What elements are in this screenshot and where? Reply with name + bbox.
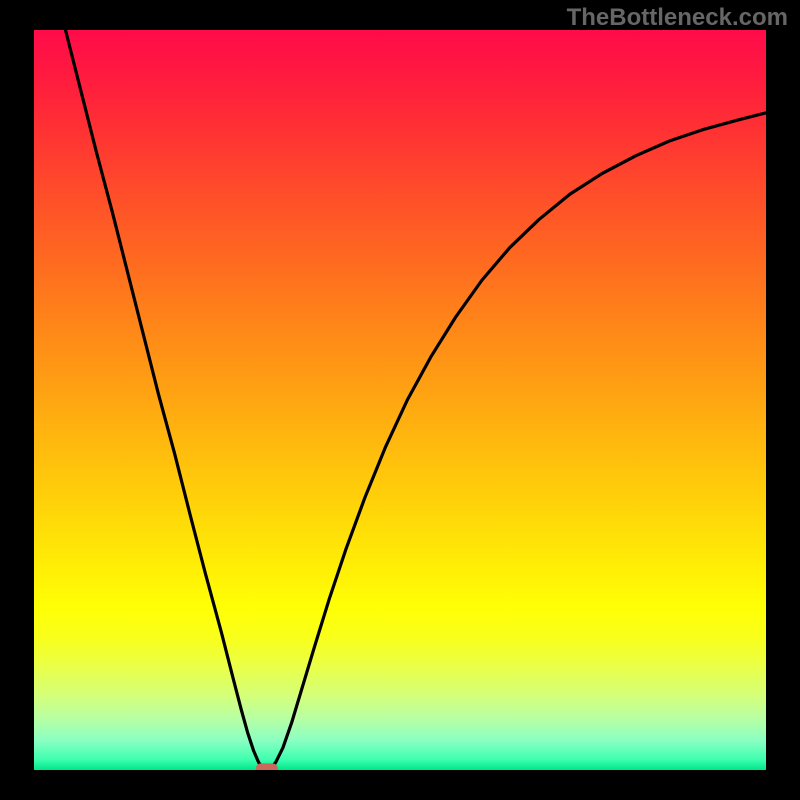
plot-background bbox=[34, 30, 766, 770]
optimal-point-marker bbox=[256, 763, 278, 770]
watermark-text: TheBottleneck.com bbox=[567, 4, 788, 32]
chart-container: TheBottleneck.com bbox=[0, 0, 800, 800]
bottleneck-plot bbox=[34, 30, 766, 770]
